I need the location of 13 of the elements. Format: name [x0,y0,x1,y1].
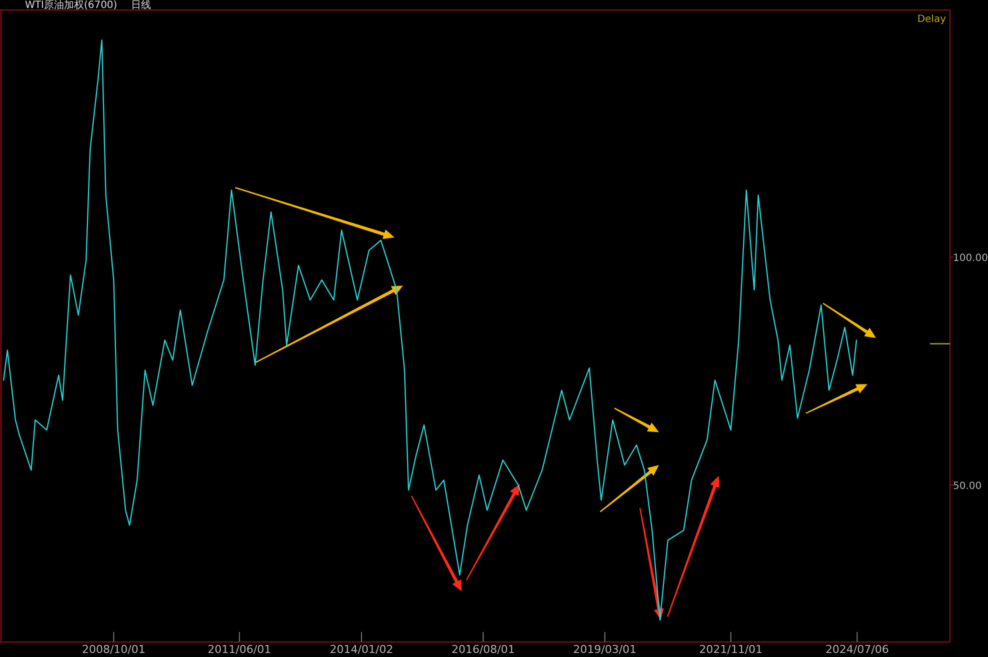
x-tick-label: 2016/08/01 [451,643,515,656]
line-series [2,40,858,621]
x-tick-label: 2011/06/01 [208,643,272,656]
x-tick-label: 2024/07/06 [825,643,889,656]
chart-title: WTI原油加权(6700) [25,0,118,11]
y-tick-label: 50.00 [953,481,982,492]
x-tick-label: 2014/01/02 [330,643,394,656]
x-tick-label: 2019/03/01 [573,643,637,656]
x-tick-label: 2008/10/01 [82,643,146,656]
x-tick-label: 2021/11/01 [699,643,763,656]
annotation: 日线 [131,0,152,11]
annotation: Delay [917,14,946,25]
y-tick-label: 100.00 [953,253,988,264]
